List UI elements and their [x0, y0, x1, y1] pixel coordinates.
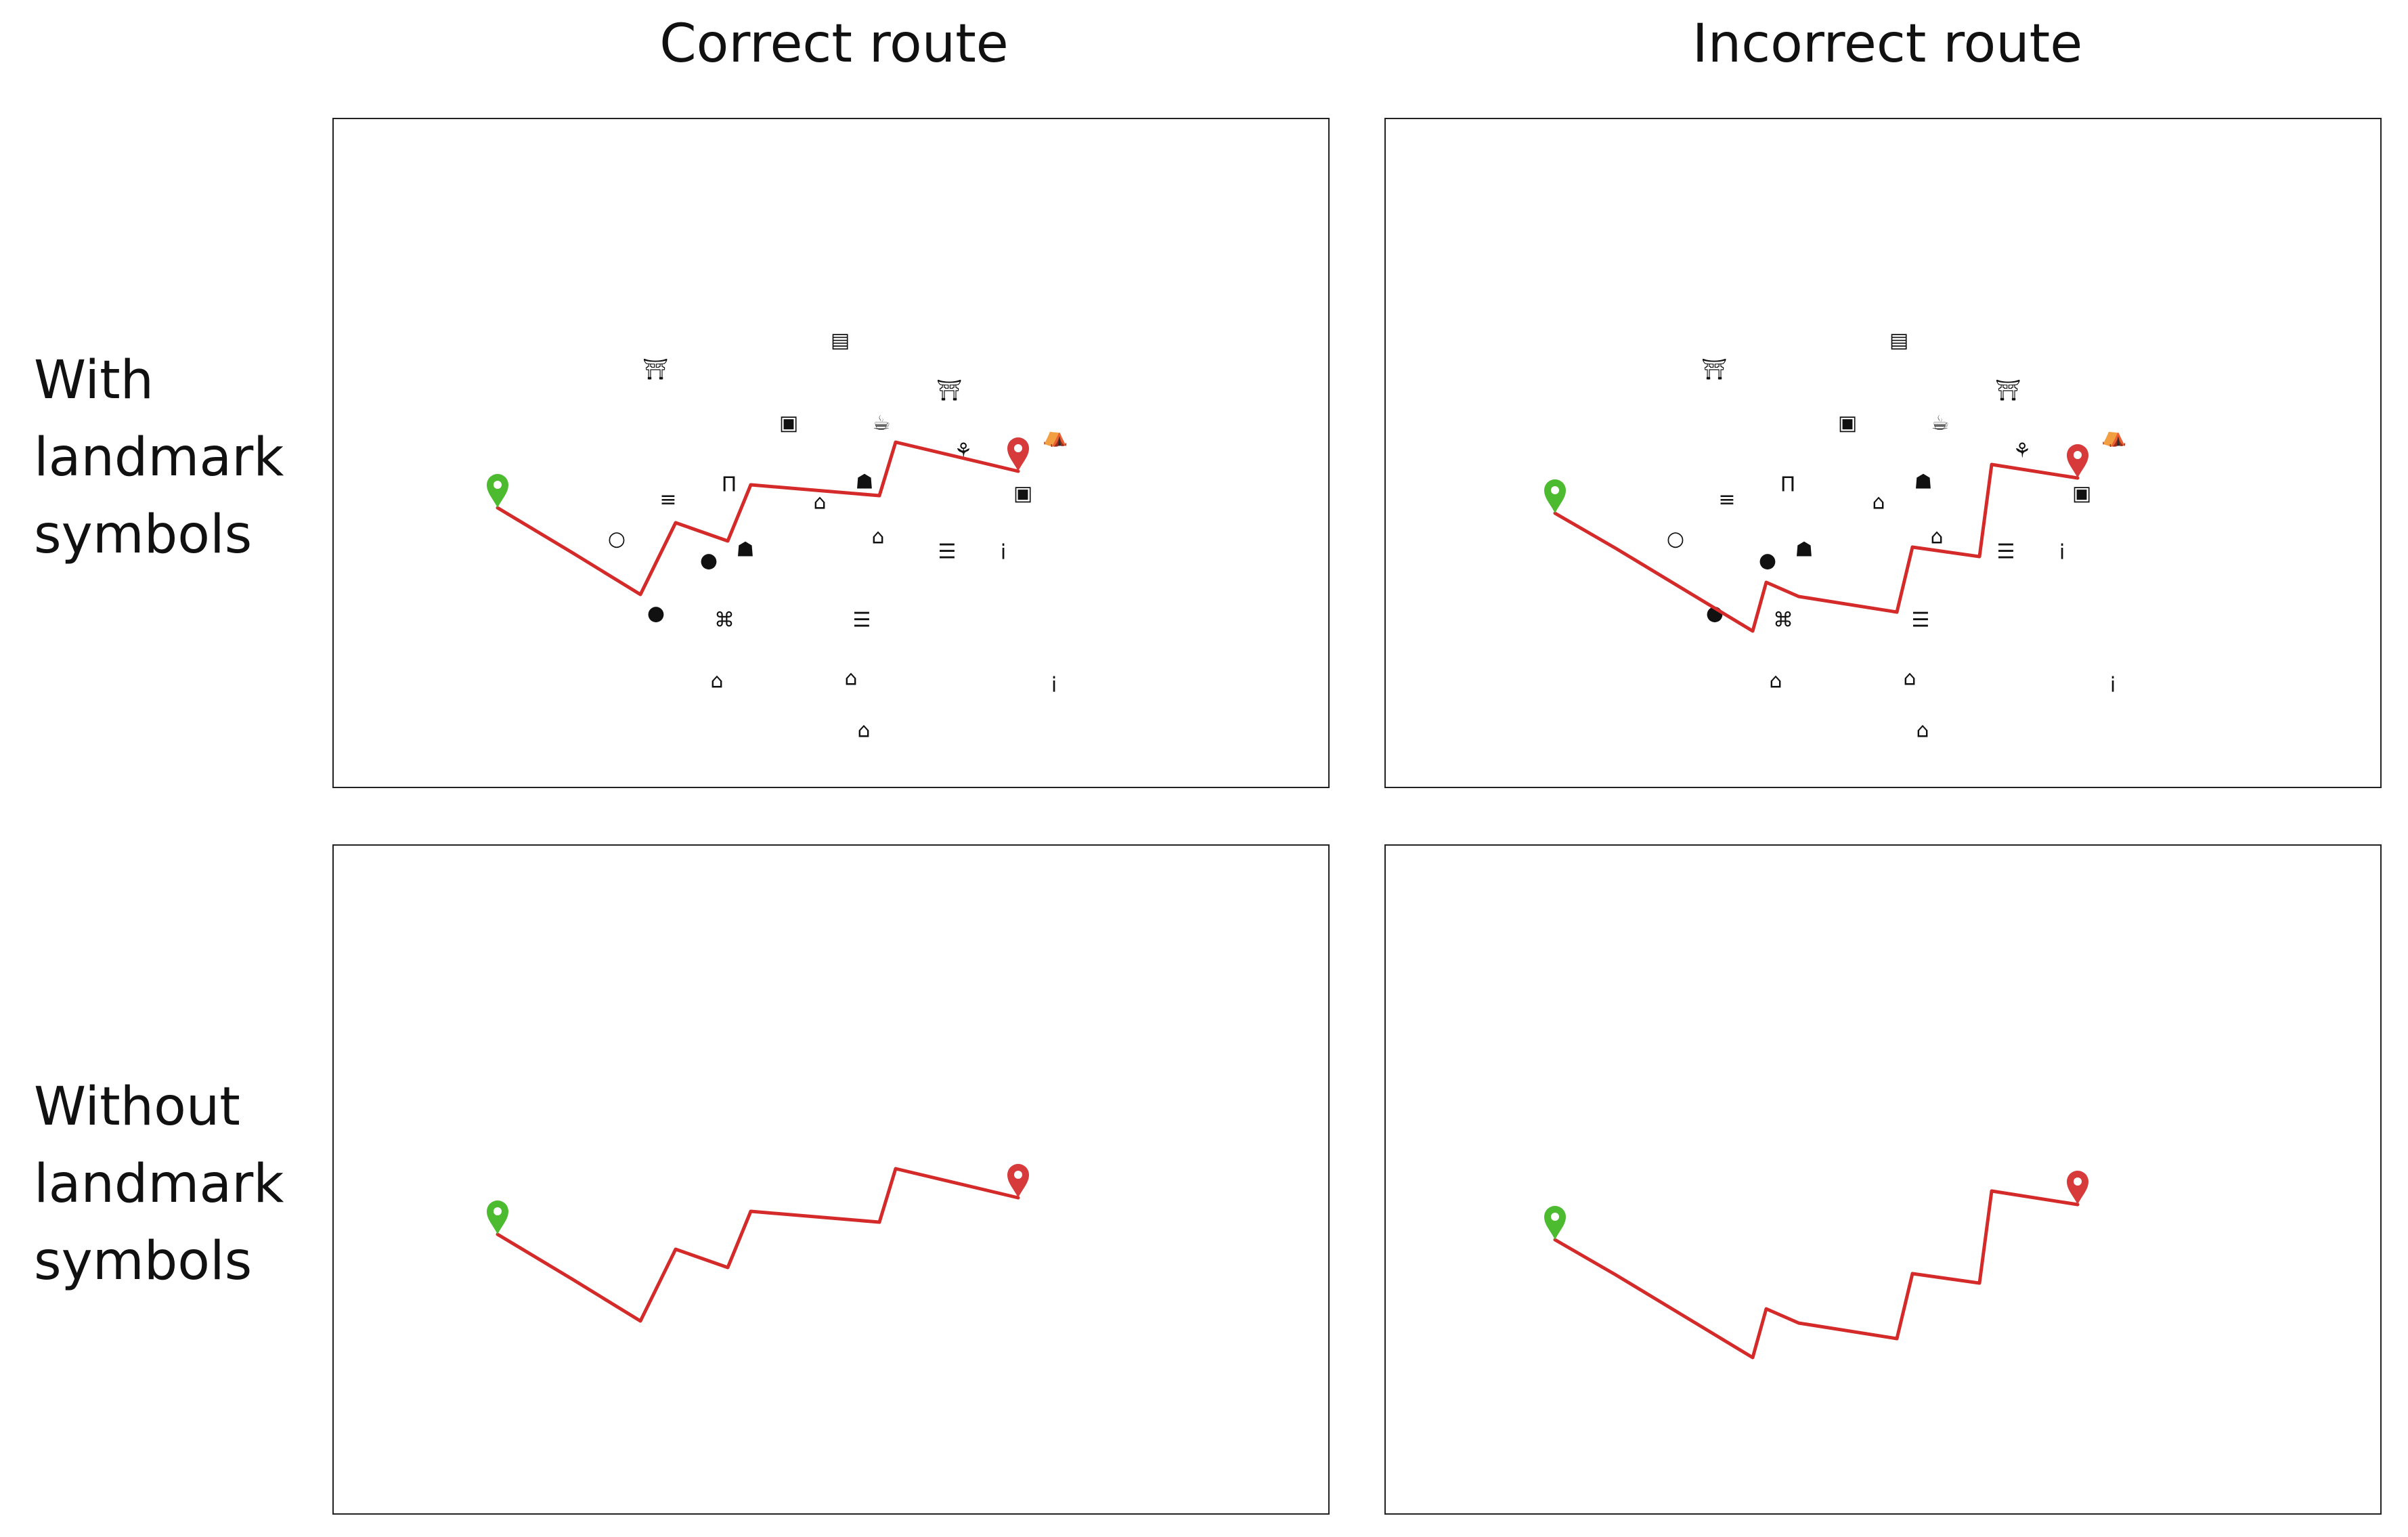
- info-icon: i: [1001, 541, 1006, 565]
- map-panel-correct-with-landmarks: ▤ ⛩ ▣ ☕ ⛩ ⚘ ⛺ ≡ Π ☗ ⌂ ▣ ○ ● ☗ ⌂ ☰ i ● ⌘ ☰ ⌂ ⌂ i ⌂: [332, 118, 1330, 788]
- shop-icon: ▣: [1013, 482, 1032, 506]
- end-pin-icon: [1007, 437, 1029, 471]
- apple-icon: ●: [700, 549, 718, 573]
- sofa-icon: ≡: [659, 488, 676, 512]
- shop-icon: ▣: [2072, 482, 2091, 506]
- billboard-icon: ▤: [831, 329, 850, 353]
- row-label-line: With: [34, 350, 154, 411]
- sofa-icon: ≡: [1718, 488, 1735, 512]
- cart-icon: ⌂: [1872, 491, 1885, 515]
- tent-icon: ⛺: [2101, 425, 2126, 448]
- end-pin-icon: [2067, 1171, 2088, 1205]
- tent-icon: ⛺: [1043, 425, 1068, 448]
- torii-icon: ⛩: [936, 379, 962, 403]
- row-label-line: landmark: [34, 1154, 284, 1215]
- column-title-correct: Correct route: [659, 14, 1009, 74]
- gift-icon: ⌘: [1773, 609, 1793, 632]
- start-pin-icon: [1544, 1206, 1566, 1240]
- row-label-line: symbols: [34, 504, 253, 565]
- shop-icon: ▣: [779, 412, 798, 435]
- map-canvas: ▤⛩▣ ☕⛩⚘⛺≡Π ☗⌂ ▣○● ☗⌂☰ i● ⌘ ☰⌂ ⌂ i⌂: [487, 329, 1068, 743]
- paperclip-icon: ☰: [1912, 609, 1930, 632]
- route-line: [1553, 1189, 2080, 1360]
- cart-icon: ⌂: [1916, 719, 1929, 743]
- map-canvas: ▤⛩▣ ☕⛩⚘⛺≡Π ☗⌂ ▣○● ☗⌂☰ i● ⌘ ☰⌂ ⌂ i⌂: [1544, 329, 2127, 743]
- column-title-incorrect: Incorrect route: [1692, 14, 2083, 74]
- row-label-line: landmark: [34, 427, 284, 488]
- start-pin-icon: [1544, 479, 1566, 513]
- apple-icon: ●: [647, 602, 665, 626]
- museum-icon: ⌂: [871, 525, 884, 549]
- ring-icon: ○: [608, 527, 626, 551]
- apple-icon: ●: [1759, 549, 1776, 573]
- paperclip-icon: ☰: [1997, 540, 2015, 564]
- watering-can-icon: ⚘: [2013, 439, 2032, 463]
- museum-icon: ⌂: [844, 667, 857, 691]
- cart-icon: ⌂: [1769, 670, 1782, 693]
- route-line: [1553, 462, 2080, 633]
- gate-icon: Π: [722, 473, 737, 497]
- beer-mug-icon: ☗: [737, 538, 755, 562]
- ring-icon: ○: [1667, 527, 1684, 551]
- row-label-line: Without: [34, 1077, 240, 1138]
- row-label-with-landmarks: With landmark symbols: [34, 342, 318, 573]
- beer-mug-icon: ☗: [1914, 471, 1933, 494]
- cart-icon: ⌂: [813, 491, 826, 515]
- map-canvas: [1544, 1171, 2088, 1360]
- route-line: [496, 440, 1020, 597]
- cart-icon: ⌂: [710, 670, 723, 693]
- billboard-icon: ▤: [1889, 329, 1908, 353]
- paperclip-icon: ☰: [938, 540, 957, 564]
- end-pin-icon: [2067, 444, 2088, 478]
- museum-icon: ⌂: [1903, 667, 1916, 691]
- start-pin-icon: [487, 474, 508, 508]
- landmark-layer: ▤⛩▣ ☕⛩⚘⛺≡Π ☗⌂ ▣○● ☗⌂☰ i● ⌘ ☰⌂ ⌂ i⌂: [1667, 329, 2127, 743]
- info-icon: i: [2110, 674, 2116, 697]
- end-pin-icon: [1007, 1164, 1029, 1198]
- info-icon: i: [2059, 541, 2065, 565]
- gift-icon: ⌘: [714, 609, 735, 632]
- route-line: [496, 1167, 1020, 1323]
- map-panel-correct-without-landmarks: [332, 844, 1330, 1515]
- gate-icon: Π: [1780, 473, 1796, 497]
- map-panel-incorrect-with-landmarks: ▤ ⛩ ▣ ☕ ⛩ ⚘ ⛺ ≡ Π ☗ ⌂ ▣ ○ ● ☗ ⌂ ☰ i ● ⌘ ☰ ⌂ ⌂ i ⌂: [1384, 118, 2382, 788]
- beer-mug-icon: ☗: [856, 471, 874, 494]
- museum-icon: ⌂: [1930, 525, 1943, 549]
- cart-icon: ⌂: [857, 719, 870, 743]
- row-label-without-landmarks: Without landmark symbols: [34, 1068, 318, 1300]
- torii-icon: ⛩: [1701, 358, 1727, 382]
- cafe-icon: ☕: [873, 412, 891, 435]
- row-label-line: symbols: [34, 1231, 253, 1292]
- start-pin-icon: [487, 1200, 508, 1234]
- info-icon: i: [1051, 674, 1057, 697]
- landmark-layer: ▤⛩▣ ☕⛩⚘⛺≡Π ☗⌂ ▣○● ☗⌂☰ i● ⌘ ☰⌂ ⌂ i⌂: [608, 329, 1068, 743]
- shop-icon: ▣: [1838, 412, 1857, 435]
- torii-icon: ⛩: [1995, 379, 2021, 403]
- torii-icon: ⛩: [642, 358, 668, 382]
- map-panel-incorrect-without-landmarks: [1384, 844, 2382, 1515]
- paperclip-icon: ☰: [853, 609, 871, 632]
- beer-mug-icon: ☗: [1795, 538, 1814, 562]
- map-canvas: [487, 1164, 1029, 1323]
- cafe-icon: ☕: [1931, 412, 1950, 435]
